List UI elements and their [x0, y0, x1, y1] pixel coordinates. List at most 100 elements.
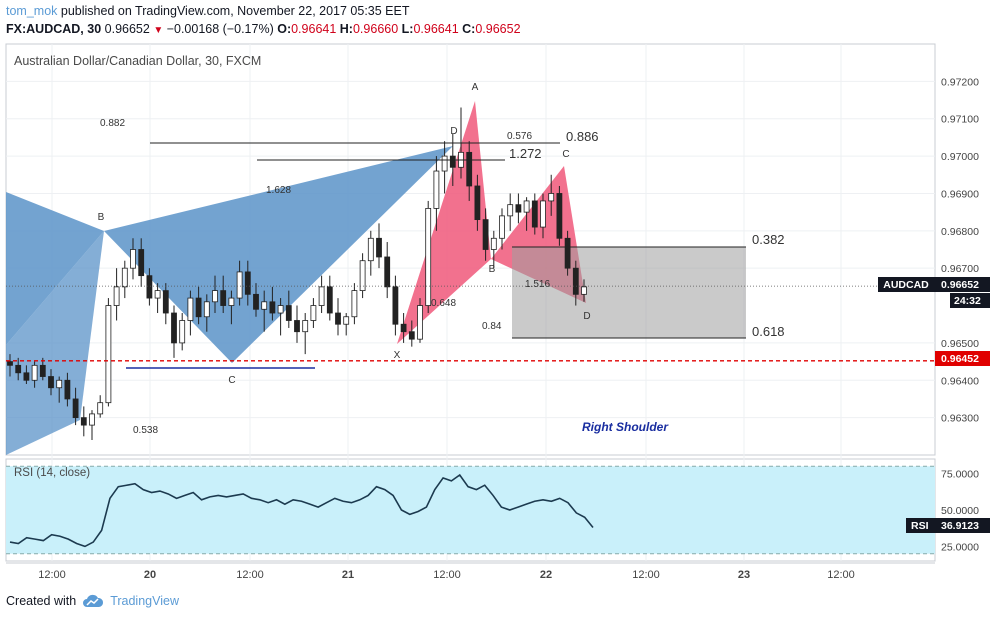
published-text: published on TradingView.com, November 2… — [60, 4, 410, 18]
ratio-label: 1.272 — [509, 146, 542, 161]
candle-body — [236, 271, 243, 299]
candle-body — [154, 290, 161, 299]
low-label: L: — [401, 22, 414, 36]
fib-box — [512, 247, 746, 338]
candle-body — [220, 290, 227, 306]
candle-body — [441, 155, 448, 172]
time-tick-label: 12:00 — [236, 569, 264, 581]
price-tick-label: 0.96400 — [941, 375, 979, 387]
candle-body — [302, 320, 309, 333]
candle-body — [89, 413, 95, 426]
candle-body — [261, 301, 268, 310]
price-tick-label: 0.97000 — [941, 151, 979, 163]
timer-badge-text: 24:32 — [954, 295, 981, 307]
ratio-label: 0.538 — [133, 425, 158, 436]
open-label: O: — [277, 22, 292, 36]
candle-body — [359, 260, 366, 291]
candle-body — [531, 200, 538, 228]
rsi-indicator — [6, 465, 935, 555]
high-label: H: — [339, 22, 353, 36]
pink-point-label: X — [394, 350, 401, 361]
candle-body — [80, 417, 87, 426]
candle-body — [515, 204, 522, 213]
close-label: C: — [462, 22, 476, 36]
candle-body — [138, 249, 145, 277]
candle-body — [335, 312, 341, 325]
symbol-label: FX:AUDCAD, 30 — [6, 22, 102, 36]
time-tick-label: 21 — [342, 569, 354, 581]
candle-body — [23, 372, 30, 381]
candle-body — [392, 286, 399, 325]
support-badge — [935, 351, 990, 366]
time-axis[interactable]: 12:00 20 12:00 21 12:00 22 12:00 23 12:00 — [38, 569, 855, 581]
fib-level-label: 0.382 — [752, 232, 785, 247]
high-value: 0.96660 — [352, 22, 399, 36]
candle-body — [39, 364, 46, 377]
candle-body — [228, 297, 235, 306]
candle-body — [490, 237, 497, 250]
time-tick-label: 12:00 — [38, 569, 66, 581]
candle-body — [564, 237, 571, 269]
candle-body — [482, 219, 489, 250]
rsi-tick-label: 75.0000 — [941, 469, 979, 481]
right-shoulder-note: Right Shoulder — [582, 420, 669, 434]
time-tick-label: 12:00 — [827, 569, 855, 581]
candle-body — [171, 312, 177, 344]
candle-body — [146, 275, 153, 299]
author-name[interactable]: tom_mok — [6, 4, 58, 18]
candle-body — [7, 361, 13, 366]
time-tick-label: 22 — [540, 569, 552, 581]
symbol-badge — [878, 277, 935, 292]
candle-body — [425, 207, 432, 306]
candle-body — [548, 193, 555, 202]
pink-point-label: B — [489, 264, 496, 275]
close-value: 0.96652 — [475, 22, 521, 36]
pink-point-label: D — [583, 311, 590, 322]
candle-body — [326, 286, 333, 314]
blue-point-label: D — [450, 126, 457, 137]
rsi-line — [9, 473, 594, 548]
candle-body — [269, 301, 276, 314]
candle-body — [195, 297, 202, 318]
rsi-axis[interactable]: 75.0000 50.0000 25.0000 RSI 36.9123 — [906, 469, 990, 554]
candle-body — [72, 398, 79, 419]
blue-point-label: B — [98, 212, 105, 223]
tradingview-brand-link[interactable]: TradingView — [110, 594, 179, 608]
fib-level-label: 0.618 — [752, 324, 785, 339]
ratio-label: 1.628 — [266, 185, 291, 196]
footer: Created with TradingView — [6, 594, 179, 608]
created-with-text: Created with — [6, 594, 77, 608]
publish-info: tom_mok published on TradingView.com, No… — [6, 4, 410, 18]
rsi-band — [6, 466, 935, 554]
candle-body — [310, 305, 317, 321]
candle-body — [581, 286, 587, 295]
candle-body — [499, 215, 505, 239]
price-tick-label: 0.97200 — [941, 76, 979, 88]
candle-body — [294, 320, 300, 333]
candle-body — [285, 305, 292, 321]
blue-pattern-left — [6, 192, 104, 345]
candle-body — [48, 376, 54, 389]
candle-body — [203, 301, 210, 318]
candle-body — [343, 316, 350, 325]
candle-body — [187, 297, 194, 321]
rsi-tick-label: 50.0000 — [941, 505, 979, 517]
candle-body — [244, 271, 251, 295]
candle-body — [367, 237, 374, 262]
candle-body — [105, 305, 112, 404]
open-value: 0.96641 — [291, 22, 337, 36]
price-chart[interactable]: B C D X A B C D 0.882 1.628 0.538 0.576 1.272 0.648 1.… — [0, 0, 993, 590]
candle-body — [556, 193, 563, 239]
candle-body — [408, 331, 415, 340]
price-axis[interactable]: 0.97200 0.97100 0.97000 0.96900 0.96800 0.967… — [878, 76, 990, 425]
candle-body — [162, 290, 169, 314]
candle-body — [97, 402, 104, 415]
candle-body — [15, 364, 22, 374]
ratio-label: 0.84 — [482, 321, 502, 332]
time-tick-label: 12:00 — [632, 569, 660, 581]
candle-body — [31, 364, 38, 381]
time-tick-label: 23 — [738, 569, 750, 581]
price-badge-text: 0.96652 — [941, 279, 979, 291]
price-tick-label: 0.96500 — [941, 338, 979, 350]
ratio-label: 0.882 — [100, 118, 125, 129]
